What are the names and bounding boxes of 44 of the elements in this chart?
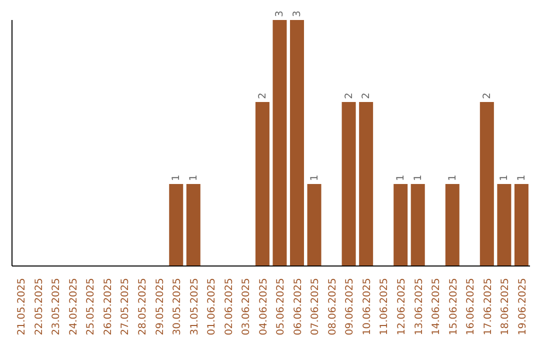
data-label: 3 [274, 10, 286, 17]
x-tick-label: 04.06.2025 [258, 278, 270, 336]
x-tick-label: 14.06.2025 [431, 278, 442, 336]
x-tick-label: 26.05.2025 [102, 278, 114, 336]
x-tick-label: 12.06.2025 [396, 278, 408, 336]
x-tick-label: 16.06.2025 [466, 278, 477, 336]
x-tick-label: 01.06.2025 [206, 278, 218, 336]
data-label: 1 [516, 174, 528, 181]
x-tick-label: 29.05.2025 [154, 278, 166, 336]
x-tick-label: 08.06.2025 [327, 278, 338, 336]
x-tick-label: 28.05.2025 [138, 278, 148, 336]
x-tick-label: 05.06.2025 [276, 278, 287, 336]
x-tick-label: 09.06.2025 [344, 278, 356, 336]
data-label: 1 [396, 174, 407, 181]
x-tick-label: 30.05.2025 [172, 278, 184, 336]
data-label: 1 [412, 174, 424, 181]
x-tick-label: 18.06.2025 [500, 278, 512, 336]
data-label: 2 [257, 92, 268, 99]
x-tick-label: 17.06.2025 [482, 278, 494, 336]
x-tick-label: 25.05.2025 [86, 278, 97, 336]
x-tick-label: 03.06.2025 [241, 278, 252, 336]
x-tick-label: 23.05.2025 [51, 278, 62, 336]
x-tick-label: 22.05.2025 [34, 278, 45, 336]
data-label: 3 [292, 10, 303, 17]
x-tick-label: 02.06.2025 [224, 278, 235, 336]
x-tick-label: 31.05.2025 [189, 278, 200, 336]
x-tick-label: 07.06.2025 [310, 278, 322, 336]
data-label: 1 [499, 174, 510, 181]
x-tick-label: 10.06.2025 [362, 278, 373, 336]
x-tick-label: 27.05.2025 [120, 278, 132, 336]
x-tick-label: 11.06.2025 [379, 278, 390, 336]
x-tick-label: 21.05.2025 [16, 278, 28, 336]
data-label: 1 [171, 174, 182, 181]
data-label: 2 [361, 92, 372, 99]
x-tick-label: 06.06.2025 [292, 278, 304, 336]
x-tick-label: 15.06.2025 [448, 278, 460, 336]
data-label: 1 [188, 174, 200, 181]
data-label: 1 [309, 174, 320, 181]
x-tick-label: 19.06.2025 [517, 278, 528, 336]
data-label: 1 [447, 174, 458, 181]
x-tick-label: 13.06.2025 [414, 278, 425, 336]
x-tick-label: 24.05.2025 [68, 278, 80, 336]
data-label: 2 [344, 92, 355, 99]
data-label: 2 [482, 92, 493, 99]
